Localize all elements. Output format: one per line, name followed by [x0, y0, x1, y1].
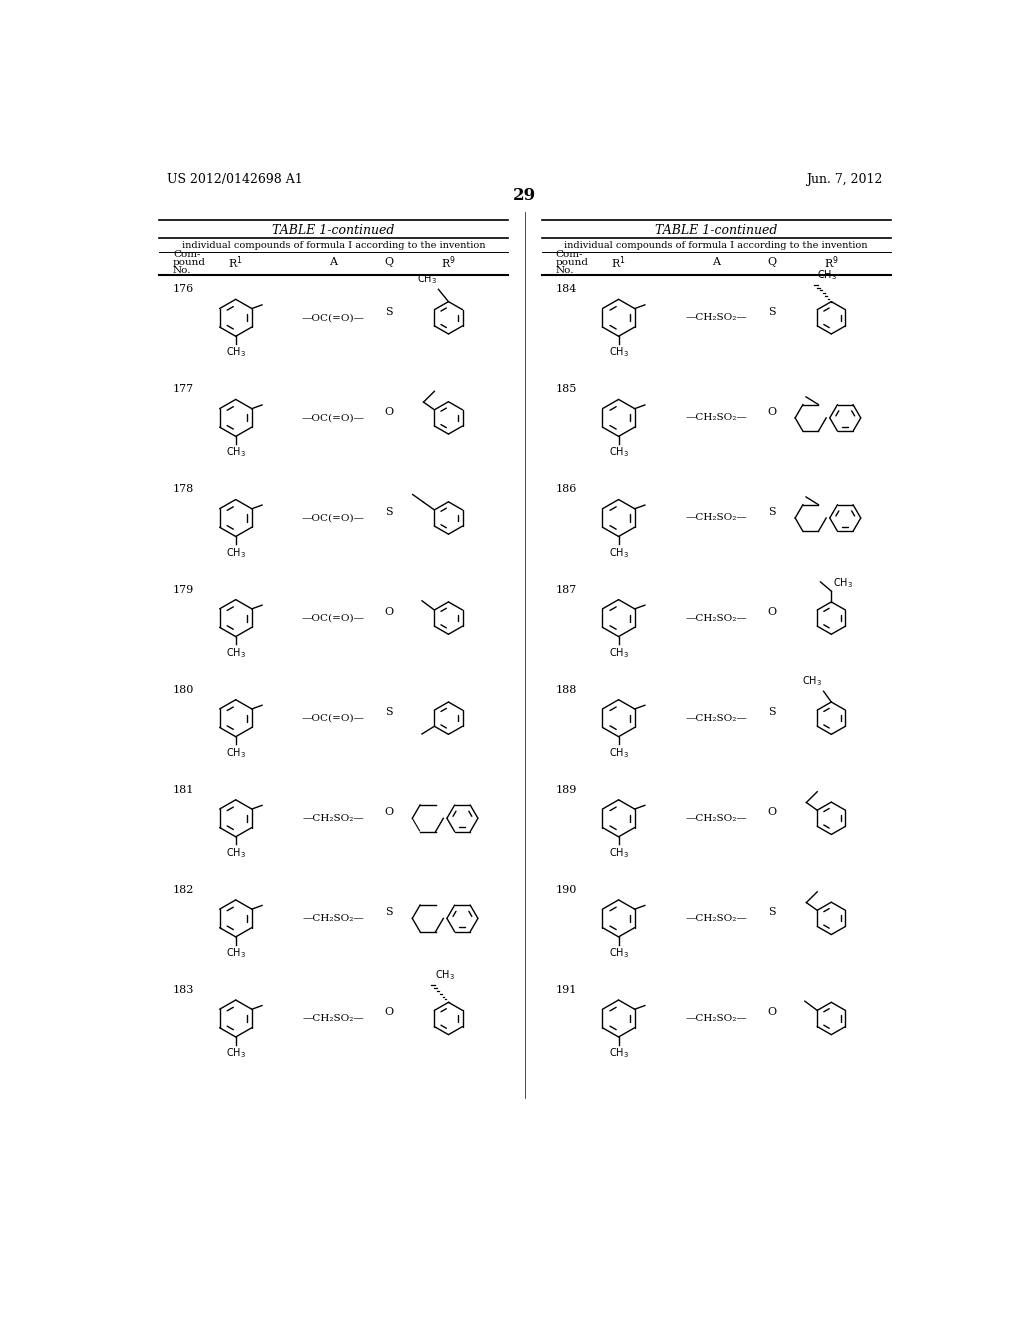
Text: CH$_3$: CH$_3$ — [417, 272, 437, 286]
Text: —CH₂SO₂—: —CH₂SO₂— — [685, 913, 748, 923]
Text: CH$_3$: CH$_3$ — [225, 946, 246, 960]
Text: 191: 191 — [556, 985, 578, 995]
Text: 182: 182 — [173, 884, 195, 895]
Text: —CH₂SO₂—: —CH₂SO₂— — [302, 814, 365, 822]
Text: —CH₂SO₂—: —CH₂SO₂— — [685, 814, 748, 822]
Text: A: A — [330, 257, 337, 268]
Text: CH$_3$: CH$_3$ — [608, 946, 629, 960]
Text: CH$_3$: CH$_3$ — [608, 645, 629, 660]
Text: CH$_3$: CH$_3$ — [608, 1047, 629, 1060]
Text: 186: 186 — [556, 484, 578, 495]
Text: CH$_3$: CH$_3$ — [225, 846, 246, 859]
Text: —CH₂SO₂—: —CH₂SO₂— — [685, 1014, 748, 1023]
Text: A: A — [713, 257, 720, 268]
Text: CH$_3$: CH$_3$ — [225, 1047, 246, 1060]
Text: O: O — [385, 807, 394, 817]
Text: R$^9$: R$^9$ — [824, 253, 839, 271]
Text: TABLE 1-continued: TABLE 1-continued — [272, 223, 394, 236]
Text: 29: 29 — [513, 187, 537, 203]
Text: CH$_3$: CH$_3$ — [608, 545, 629, 560]
Text: —CH₂SO₂—: —CH₂SO₂— — [685, 313, 748, 322]
Text: —CH₂SO₂—: —CH₂SO₂— — [302, 1014, 365, 1023]
Text: O: O — [385, 607, 394, 616]
Text: —OC(=O)—: —OC(=O)— — [302, 714, 365, 722]
Text: O: O — [767, 807, 776, 817]
Text: individual compounds of formula I according to the invention: individual compounds of formula I accord… — [181, 242, 485, 249]
Text: —CH₂SO₂—: —CH₂SO₂— — [685, 614, 748, 623]
Text: —OC(=O)—: —OC(=O)— — [302, 614, 365, 623]
Text: O: O — [385, 1007, 394, 1018]
Text: CH$_3$: CH$_3$ — [608, 346, 629, 359]
Text: R$^1$: R$^1$ — [611, 253, 626, 271]
Text: 181: 181 — [173, 785, 195, 795]
Text: 180: 180 — [173, 685, 195, 694]
Text: S: S — [768, 708, 776, 717]
Text: pound: pound — [173, 257, 206, 267]
Text: CH$_3$: CH$_3$ — [608, 746, 629, 760]
Text: —CH₂SO₂—: —CH₂SO₂— — [302, 913, 365, 923]
Text: CH$_3$: CH$_3$ — [608, 446, 629, 459]
Text: Com-: Com- — [173, 251, 201, 259]
Text: S: S — [768, 507, 776, 517]
Text: 176: 176 — [173, 284, 195, 294]
Text: CH$_3$: CH$_3$ — [225, 746, 246, 760]
Text: CH$_3$: CH$_3$ — [608, 846, 629, 859]
Text: CH$_3$: CH$_3$ — [434, 969, 455, 982]
Text: 178: 178 — [173, 484, 195, 495]
Text: CH$_3$: CH$_3$ — [833, 576, 853, 590]
Text: Q: Q — [385, 257, 394, 268]
Text: CH$_3$: CH$_3$ — [225, 645, 246, 660]
Text: 189: 189 — [556, 785, 578, 795]
Text: S: S — [385, 708, 393, 717]
Text: Com-: Com- — [556, 251, 584, 259]
Text: CH$_3$: CH$_3$ — [225, 446, 246, 459]
Text: pound: pound — [556, 257, 589, 267]
Text: —CH₂SO₂—: —CH₂SO₂— — [685, 513, 748, 523]
Text: O: O — [767, 607, 776, 616]
Text: 179: 179 — [173, 585, 195, 594]
Text: TABLE 1-continued: TABLE 1-continued — [655, 223, 777, 236]
Text: —CH₂SO₂—: —CH₂SO₂— — [685, 714, 748, 722]
Text: 187: 187 — [556, 585, 578, 594]
Text: 190: 190 — [556, 884, 578, 895]
Text: Q: Q — [767, 257, 776, 268]
Text: 177: 177 — [173, 384, 195, 395]
Text: CH$_3$: CH$_3$ — [225, 346, 246, 359]
Text: S: S — [768, 306, 776, 317]
Text: —OC(=O)—: —OC(=O)— — [302, 313, 365, 322]
Text: R$^9$: R$^9$ — [441, 253, 456, 271]
Text: 188: 188 — [556, 685, 578, 694]
Text: R$^1$: R$^1$ — [228, 253, 243, 271]
Text: 185: 185 — [556, 384, 578, 395]
Text: —OC(=O)—: —OC(=O)— — [302, 513, 365, 523]
Text: Jun. 7, 2012: Jun. 7, 2012 — [807, 173, 883, 186]
Text: 184: 184 — [556, 284, 578, 294]
Text: O: O — [767, 1007, 776, 1018]
Text: CH$_3$: CH$_3$ — [225, 545, 246, 560]
Text: O: O — [767, 407, 776, 417]
Text: US 2012/0142698 A1: US 2012/0142698 A1 — [167, 173, 302, 186]
Text: S: S — [385, 306, 393, 317]
Text: No.: No. — [173, 265, 191, 275]
Text: O: O — [385, 407, 394, 417]
Text: 183: 183 — [173, 985, 195, 995]
Text: S: S — [385, 907, 393, 917]
Text: S: S — [385, 507, 393, 517]
Text: —CH₂SO₂—: —CH₂SO₂— — [685, 413, 748, 422]
Text: CH$_3$: CH$_3$ — [817, 268, 838, 281]
Text: individual compounds of formula I according to the invention: individual compounds of formula I accord… — [564, 242, 868, 249]
Text: S: S — [768, 907, 776, 917]
Text: CH$_3$: CH$_3$ — [802, 675, 822, 688]
Text: —OC(=O)—: —OC(=O)— — [302, 413, 365, 422]
Text: No.: No. — [556, 265, 574, 275]
